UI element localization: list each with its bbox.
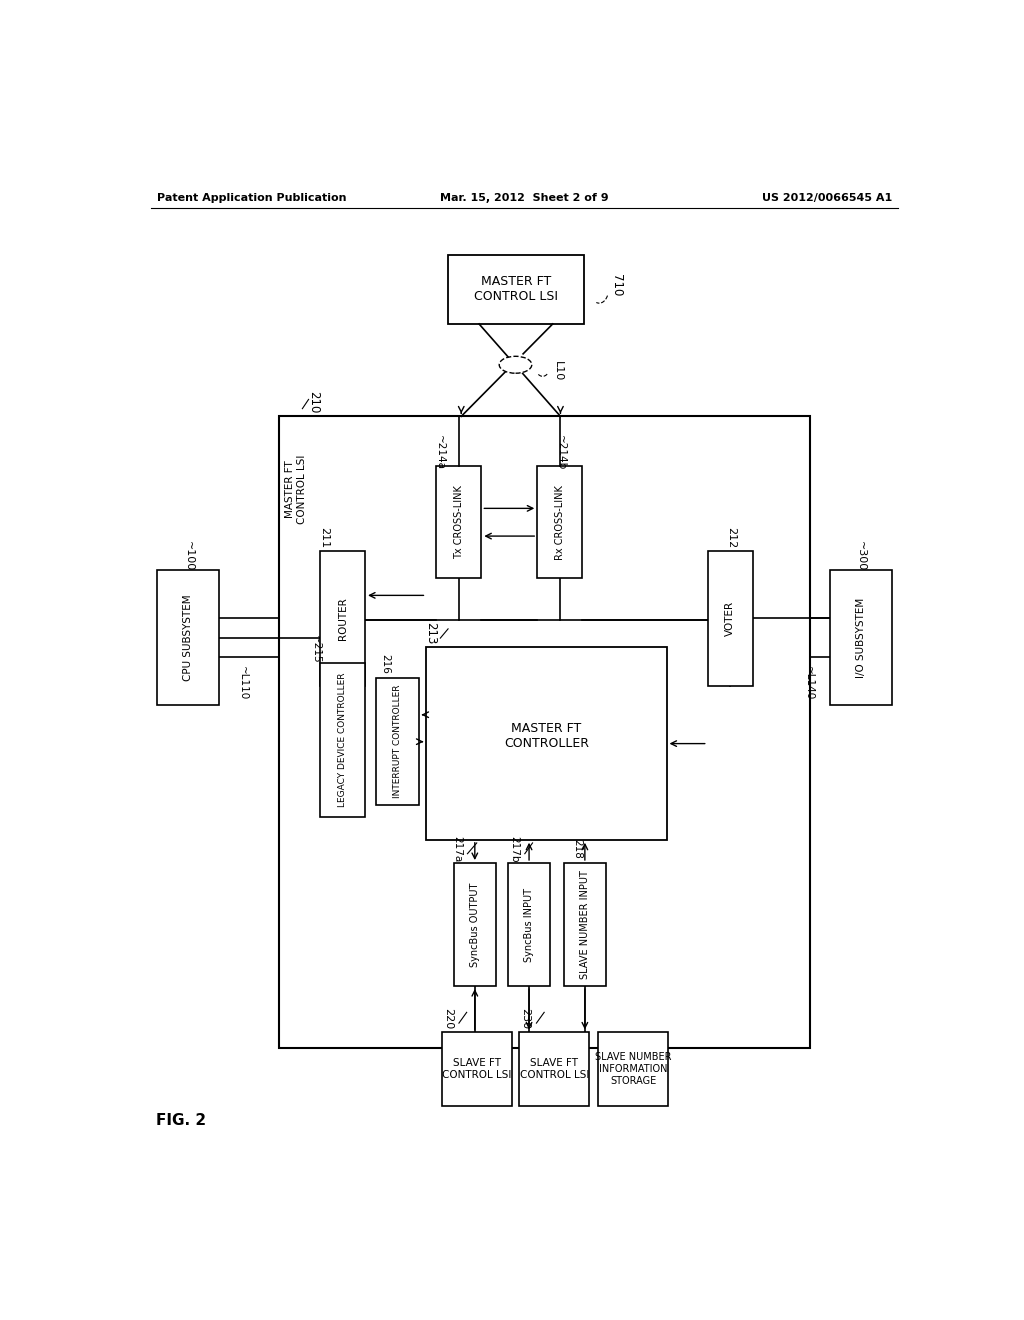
Text: VOTER: VOTER [725, 601, 735, 636]
Text: ROUTER: ROUTER [338, 597, 348, 640]
Bar [280, 416, 810, 1048]
Text: INTERRUPT CONTROLLER: INTERRUPT CONTROLLER [393, 685, 401, 799]
Text: Patent Application Publication: Patent Application Publication [158, 194, 347, 203]
Text: SyncBus OUTPUT: SyncBus OUTPUT [470, 882, 480, 966]
Text: ~L110: ~L110 [238, 667, 248, 701]
Bar [563, 863, 606, 986]
Text: 216: 216 [380, 655, 390, 675]
Text: CPU SUBSYSTEM: CPU SUBSYSTEM [183, 594, 194, 681]
Text: MASTER FT
CONTROLLER: MASTER FT CONTROLLER [504, 722, 589, 750]
Text: MASTER FT
CONTROL LSI: MASTER FT CONTROL LSI [286, 455, 307, 524]
Text: ~214a: ~214a [435, 436, 445, 470]
Bar [321, 663, 366, 817]
Text: ~300: ~300 [856, 541, 866, 572]
Bar [708, 552, 753, 686]
Text: SLAVE NUMBER INPUT: SLAVE NUMBER INPUT [580, 870, 590, 979]
Text: L10: L10 [553, 360, 563, 381]
Text: Tx CROSS-LINK: Tx CROSS-LINK [454, 486, 464, 560]
Text: ~214b: ~214b [555, 434, 565, 470]
Text: SLAVE FT
CONTROL LSI: SLAVE FT CONTROL LSI [442, 1059, 511, 1080]
Text: MASTER FT
CONTROL LSI: MASTER FT CONTROL LSI [474, 276, 558, 304]
Text: 218: 218 [572, 840, 583, 859]
Bar [158, 570, 219, 705]
Bar [598, 1032, 669, 1106]
Bar [538, 466, 583, 578]
Text: SLAVE FT
CONTROL LSI: SLAVE FT CONTROL LSI [519, 1059, 589, 1080]
Text: Rx CROSS-LINK: Rx CROSS-LINK [555, 484, 564, 560]
Bar [449, 255, 584, 323]
Bar [508, 863, 550, 986]
Text: 217a: 217a [453, 836, 463, 862]
Text: ~215: ~215 [311, 635, 322, 663]
Text: ~L140: ~L140 [804, 667, 813, 701]
Bar [830, 570, 892, 705]
Text: LEGACY DEVICE CONTROLLER: LEGACY DEVICE CONTROLLER [338, 672, 347, 807]
Text: FIG. 2: FIG. 2 [156, 1113, 206, 1129]
Bar [426, 647, 667, 840]
Text: 213: 213 [424, 622, 437, 644]
Text: 220: 220 [443, 1008, 453, 1030]
Bar [436, 466, 481, 578]
Text: SyncBus INPUT: SyncBus INPUT [524, 887, 535, 961]
Bar [321, 552, 366, 686]
Bar [376, 678, 419, 805]
Text: 210: 210 [307, 391, 321, 413]
Text: ~100: ~100 [183, 541, 194, 572]
Text: 212: 212 [726, 527, 736, 548]
Bar [454, 863, 496, 986]
Text: US 2012/0066545 A1: US 2012/0066545 A1 [762, 194, 892, 203]
Text: 710: 710 [609, 275, 623, 297]
Bar [442, 1032, 512, 1106]
Bar [519, 1032, 589, 1106]
Text: I/O SUBSYSTEM: I/O SUBSYSTEM [856, 598, 866, 678]
Text: Mar. 15, 2012  Sheet 2 of 9: Mar. 15, 2012 Sheet 2 of 9 [440, 194, 609, 203]
Text: 217b: 217b [509, 836, 519, 862]
Text: SLAVE NUMBER
INFORMATION
STORAGE: SLAVE NUMBER INFORMATION STORAGE [595, 1052, 672, 1085]
Text: 230: 230 [520, 1008, 530, 1030]
Text: 211: 211 [319, 527, 329, 548]
Ellipse shape [500, 356, 531, 374]
